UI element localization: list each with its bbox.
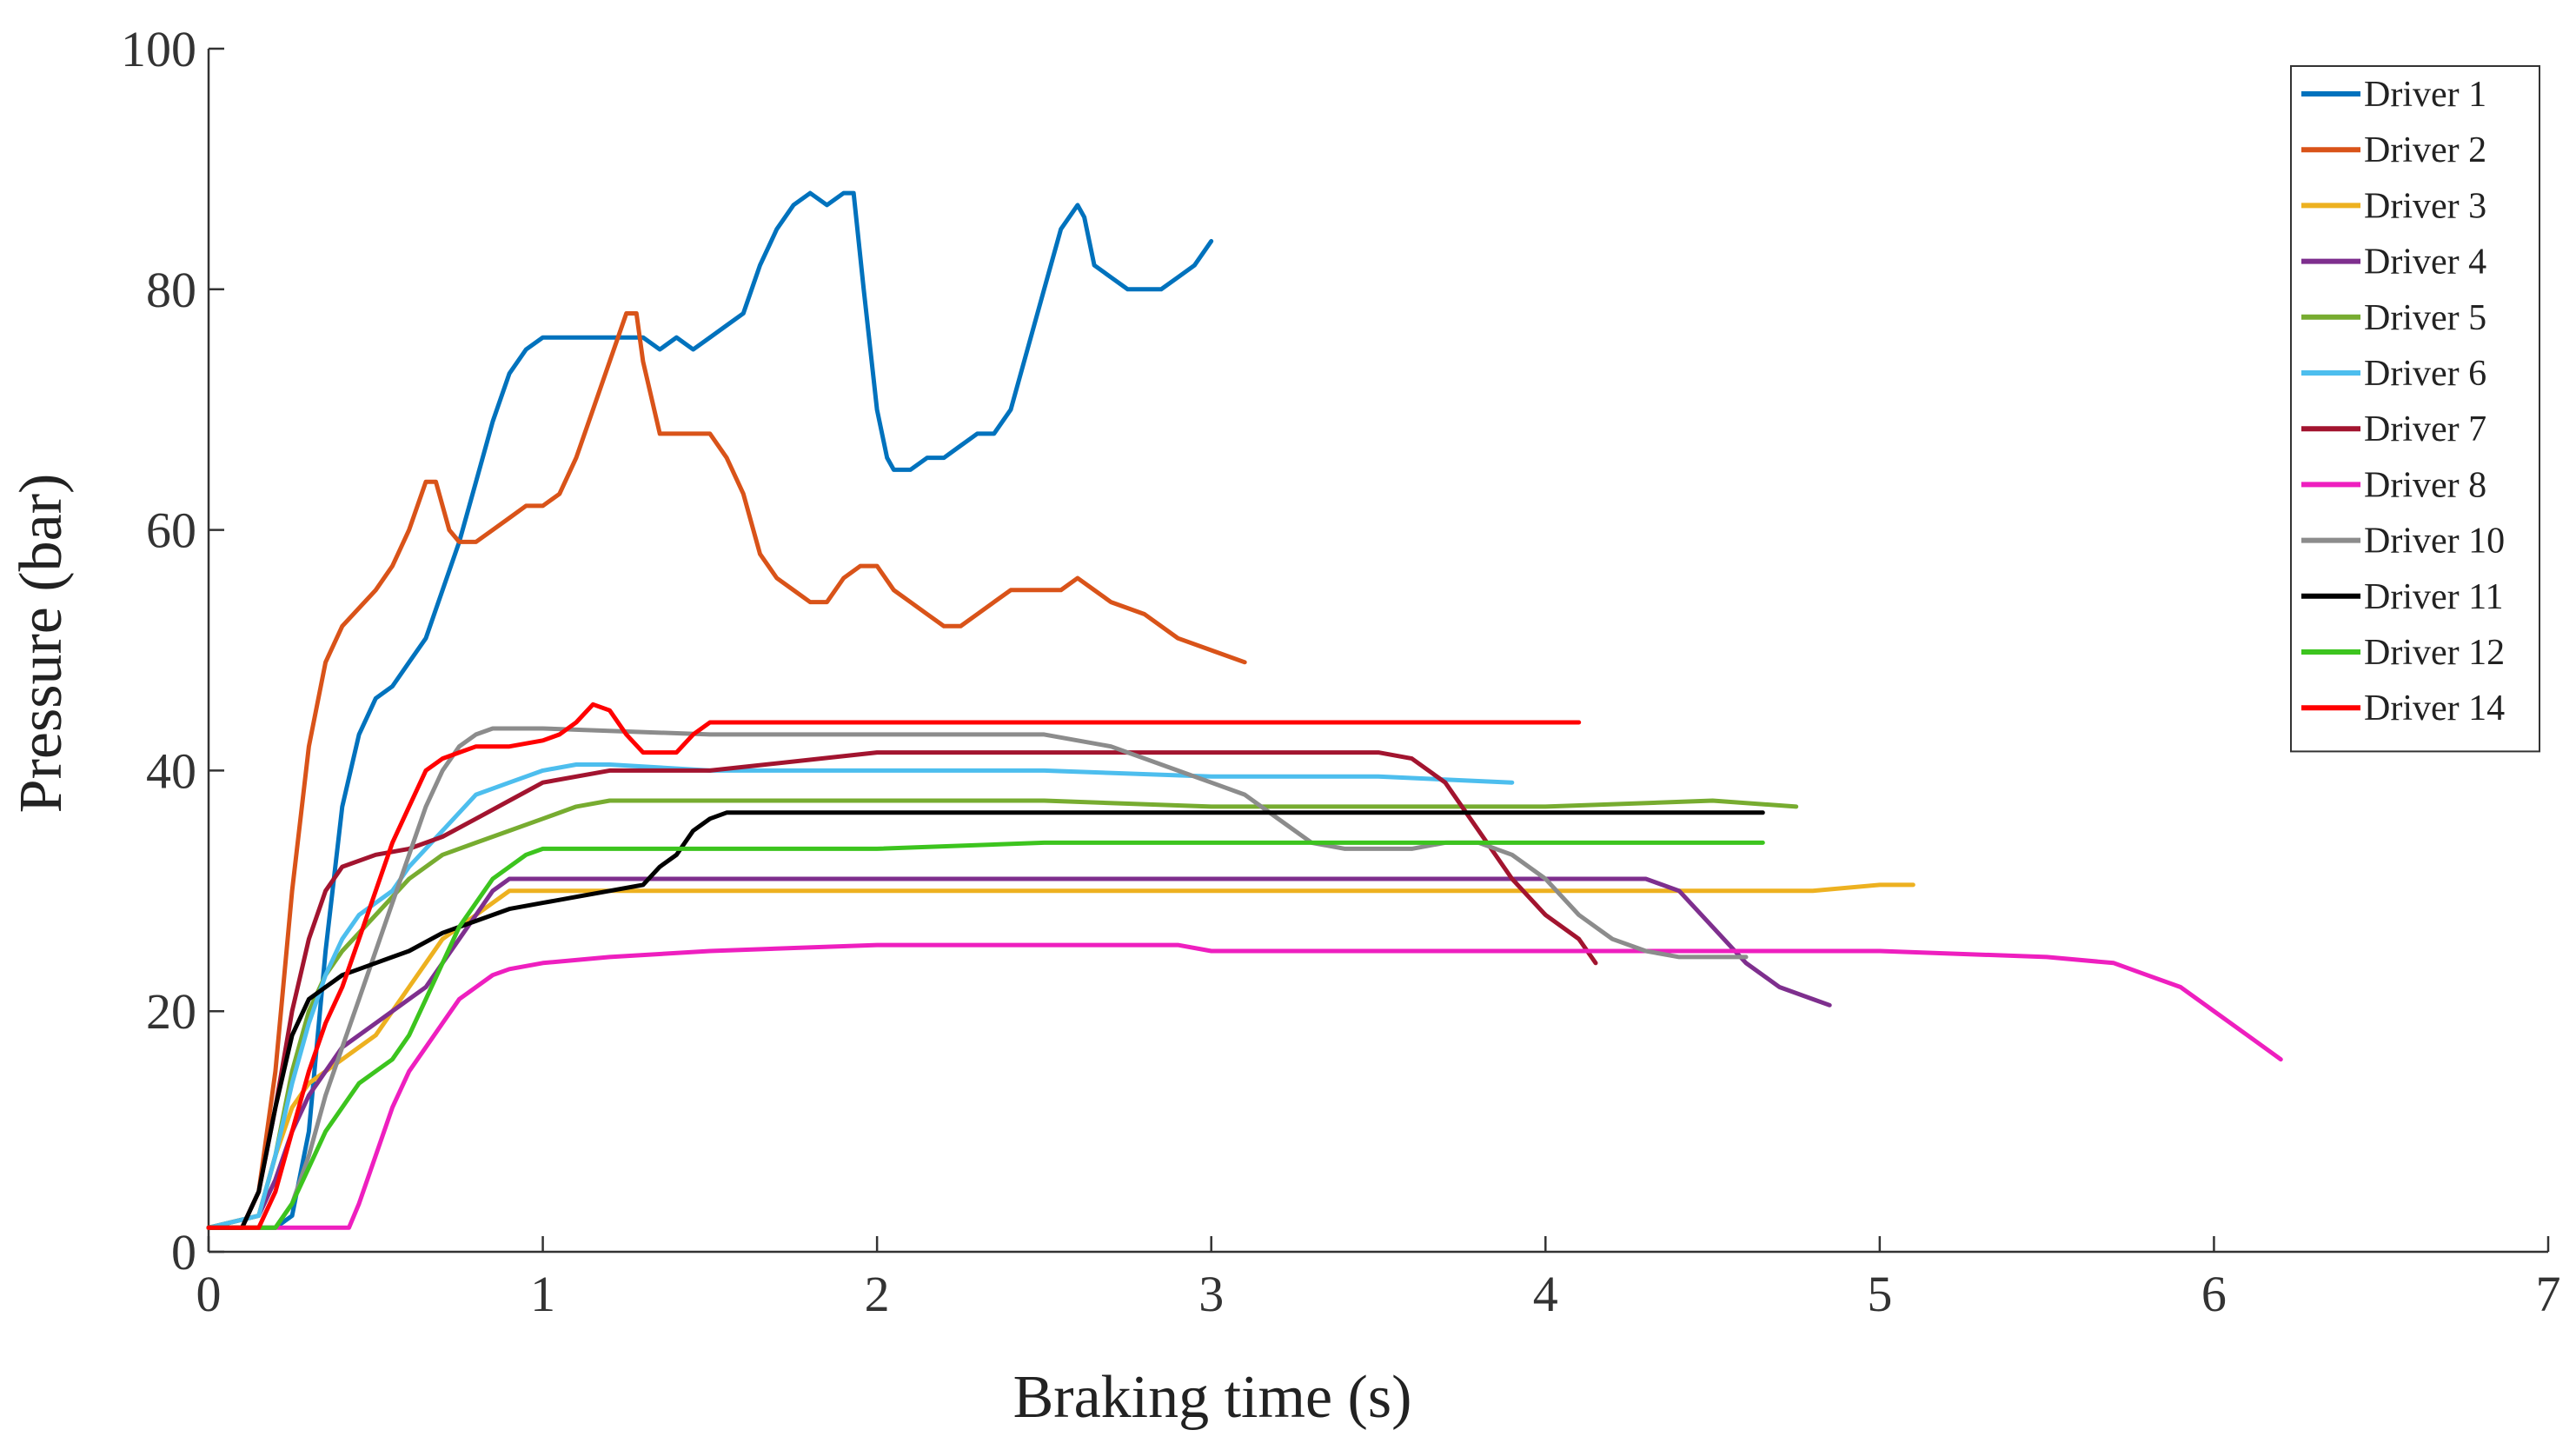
series-lines [206, 190, 2283, 1230]
legend-label: Driver 10 [2364, 522, 2505, 562]
legend-box [2290, 65, 2540, 753]
y-tick-label: 60 [146, 502, 196, 559]
x-tick-label: 2 [865, 1266, 890, 1322]
legend-label: Driver 11 [2364, 577, 2504, 617]
y-axis-label: Pressure (bar) [8, 474, 75, 814]
legend-label: Driver 1 [2364, 75, 2486, 115]
legend-label: Driver 7 [2364, 409, 2486, 449]
series-line-driver-11 [206, 810, 1765, 1230]
legend-label: Driver 6 [2364, 354, 2486, 394]
x-tick-label: 4 [1533, 1266, 1558, 1322]
y-tick-label: 20 [146, 983, 196, 1040]
legend-label: Driver 5 [2364, 298, 2486, 338]
series-line-driver-7 [206, 750, 1598, 1230]
x-tick-label: 5 [1867, 1266, 1892, 1322]
y-tick-label: 0 [171, 1224, 196, 1280]
legend-label: Driver 14 [2364, 688, 2505, 728]
series-line-driver-2 [206, 311, 1247, 1230]
legend-label: Driver 3 [2364, 186, 2486, 226]
series-line-driver-8 [206, 942, 2283, 1230]
axes [207, 47, 2550, 1254]
legend-label: Driver 2 [2364, 130, 2486, 170]
series-line-driver-6 [206, 762, 1515, 1230]
series-line-driver-10 [206, 726, 1749, 1230]
x-axis-label: Braking time (s) [1013, 1364, 1412, 1431]
legend-label: Driver 12 [2364, 633, 2505, 673]
series-line-driver-1 [206, 190, 1214, 1230]
legend-label: Driver 4 [2364, 243, 2486, 283]
tick-labels: 0 1 2 3 4 5 6 7 0 20 40 60 80 100 [121, 21, 2561, 1322]
series-line-driver-14 [206, 702, 1582, 1230]
x-tick-label: 6 [2201, 1266, 2227, 1322]
x-tick-label: 0 [196, 1266, 222, 1322]
x-tick-label: 7 [2536, 1266, 2561, 1322]
x-tick-label: 3 [1198, 1266, 1224, 1322]
series-line-driver-5 [206, 798, 1799, 1230]
legend-label: Driver 8 [2364, 465, 2486, 505]
y-tick-label: 80 [146, 262, 196, 318]
y-tick-label: 40 [146, 742, 196, 799]
legend: Driver 1 Driver 2 Driver 3 Driver 4 Driver 5… [2290, 65, 2540, 753]
series-line-driver-12 [206, 840, 1765, 1230]
x-tick-label: 1 [530, 1266, 555, 1322]
series-line-driver-3 [206, 882, 1915, 1230]
y-tick-label: 100 [121, 21, 196, 77]
series-line-driver-4 [206, 876, 1832, 1230]
